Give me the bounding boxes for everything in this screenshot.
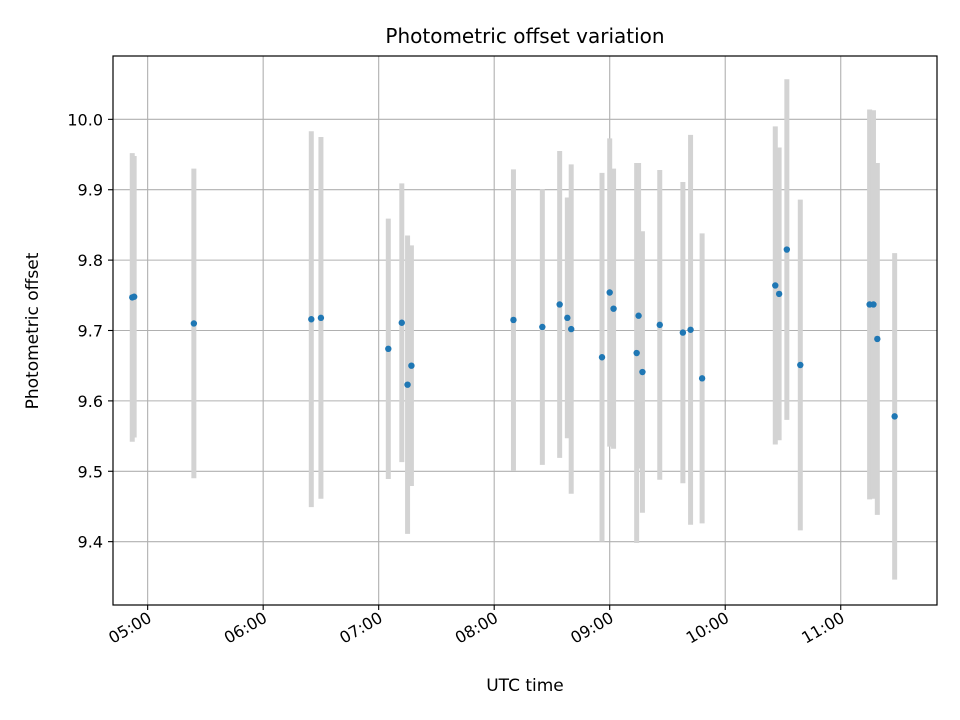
data-point (568, 325, 575, 333)
data-point (635, 312, 642, 319)
y-tick-label: 9.7 (78, 322, 103, 341)
x-axis-label: UTC time (486, 676, 564, 696)
data-point (656, 321, 663, 329)
y-tick-label: 9.5 (78, 462, 103, 481)
y-tick-label: 9.9 (78, 181, 103, 200)
y-tick-label: 10.0 (67, 110, 103, 129)
data-point (385, 345, 392, 352)
data-point (687, 326, 694, 333)
data-point (539, 323, 546, 331)
data-point (633, 349, 640, 357)
data-point (404, 381, 411, 388)
data-point (510, 316, 517, 324)
data-point (190, 320, 198, 327)
data-point (797, 361, 804, 369)
data-point (639, 368, 646, 376)
data-point (698, 375, 706, 382)
data-point (308, 316, 315, 323)
data-point (679, 329, 687, 336)
data-point (606, 289, 613, 296)
data-point (772, 282, 779, 289)
data-point (783, 246, 791, 253)
data-point (891, 413, 898, 420)
data-point (317, 314, 325, 322)
y-tick-label: 9.6 (78, 392, 103, 411)
y-axis-label: Photometric offset (23, 252, 43, 409)
data-point (130, 293, 138, 300)
data-point (598, 354, 606, 361)
data-point (398, 319, 405, 326)
data-point (610, 305, 617, 312)
data-point (408, 362, 415, 369)
data-point (874, 335, 881, 343)
y-tick-label: 9.8 (78, 251, 103, 270)
chart-title: Photometric offset variation (385, 24, 664, 48)
data-point (870, 301, 877, 308)
data-point (775, 290, 783, 298)
data-point (556, 301, 563, 308)
y-tick-label: 9.4 (78, 533, 103, 552)
data-point (564, 314, 571, 322)
point-layer (129, 246, 898, 420)
